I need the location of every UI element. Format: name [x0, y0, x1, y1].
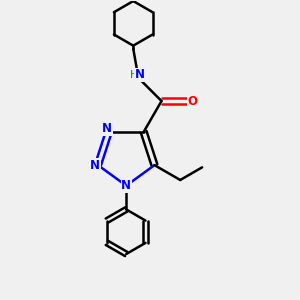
- Text: N: N: [135, 68, 145, 81]
- Text: N: N: [121, 179, 131, 192]
- Text: O: O: [188, 94, 198, 107]
- Text: N: N: [102, 122, 112, 135]
- Text: H: H: [130, 70, 138, 80]
- Text: N: N: [90, 159, 100, 172]
